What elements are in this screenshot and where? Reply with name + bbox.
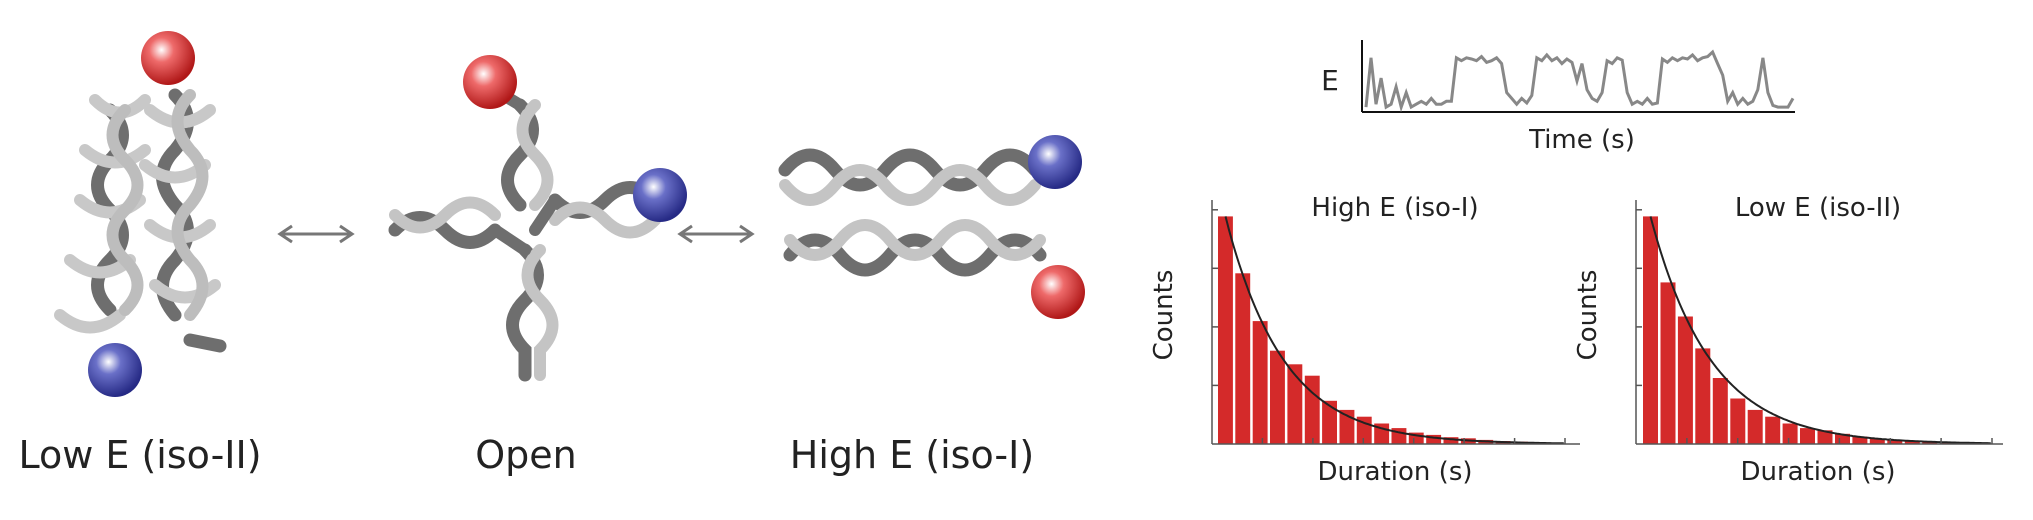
donor-dye-blue: [1028, 135, 1082, 189]
donor-dye-blue: [88, 343, 142, 397]
fit-curve: [1224, 216, 1564, 445]
histogram-bar: [1304, 375, 1320, 444]
helix-right-low-e: [139, 88, 227, 353]
helix-left-low-e: [54, 94, 151, 334]
histogram-ylabel: Counts: [1573, 270, 1603, 361]
histogram-bar: [1270, 350, 1285, 444]
histogram-bar: [1904, 441, 1920, 444]
histogram-bar: [1817, 430, 1833, 444]
histogram-bar: [1765, 416, 1781, 444]
histogram-low-e: Low E (iso-II) Counts Duration (s): [1573, 193, 2003, 487]
histogram-ylabel: Counts: [1149, 270, 1179, 361]
trace-xlabel: Time (s): [1528, 125, 1635, 155]
histogram-bar: [1426, 434, 1442, 444]
acceptor-dye-red: [463, 55, 517, 109]
helix-bottom-high-e: [783, 219, 1047, 277]
histogram-high-e: High E (iso-I) Counts Duration (s): [1149, 193, 1580, 487]
histogram-bar: [1218, 216, 1233, 444]
acceptor-dye-red: [141, 31, 195, 85]
histogram-bar: [1252, 321, 1268, 444]
molecule-high-e: [778, 135, 1085, 319]
histogram-bar: [1712, 378, 1728, 444]
histogram-bar: [1235, 273, 1251, 444]
histogram-bar: [1677, 316, 1693, 444]
histogram-bar: [1695, 348, 1711, 444]
helix-top-high-e: [778, 148, 1071, 206]
histogram-bar: [1660, 282, 1676, 444]
fit-curve: [1649, 216, 1991, 445]
histogram-bar: [1835, 433, 1850, 444]
histogram-bar: [1747, 409, 1763, 444]
histogram-bar: [1869, 438, 1885, 444]
histogram-xlabel: Duration (s): [1740, 457, 1895, 487]
helix-arm-bottom: [506, 243, 559, 382]
molecule-open: [388, 55, 687, 382]
histogram-xlabel: Duration (s): [1317, 457, 1472, 487]
histogram-bar: [1408, 432, 1424, 444]
fret-trace: E Time (s): [1321, 40, 1795, 155]
helix-arm-left: [388, 196, 502, 249]
histogram-bar: [1287, 364, 1303, 444]
donor-dye-blue: [633, 168, 687, 222]
histogram-title: High E (iso-I): [1311, 193, 1478, 223]
histogram-bar: [1643, 216, 1658, 444]
histogram-bar: [1887, 440, 1903, 444]
trace-ylabel: E: [1321, 64, 1339, 97]
equilibrium-arrow-left: [277, 224, 355, 244]
histogram-bar: [1852, 436, 1868, 444]
state-label-open: Open: [475, 433, 577, 477]
state-label-low-e: Low E (iso-II): [18, 433, 261, 477]
histogram-title: Low E (iso-II): [1735, 193, 1901, 223]
histogram-bar: [1443, 437, 1459, 444]
histogram-bar: [1730, 398, 1746, 444]
molecule-low-e: [54, 31, 227, 397]
histogram-bar: [1800, 428, 1815, 444]
histogram-bar: [1782, 423, 1798, 444]
acceptor-dye-red: [1031, 265, 1085, 319]
histogram-bar: [1922, 442, 1938, 444]
trace-line: [1364, 49, 1795, 113]
histogram-bar: [1322, 400, 1337, 444]
helix-arm-top: [489, 84, 554, 212]
equilibrium-arrow-right: [677, 224, 755, 244]
state-label-high-e: High E (iso-I): [790, 433, 1034, 477]
